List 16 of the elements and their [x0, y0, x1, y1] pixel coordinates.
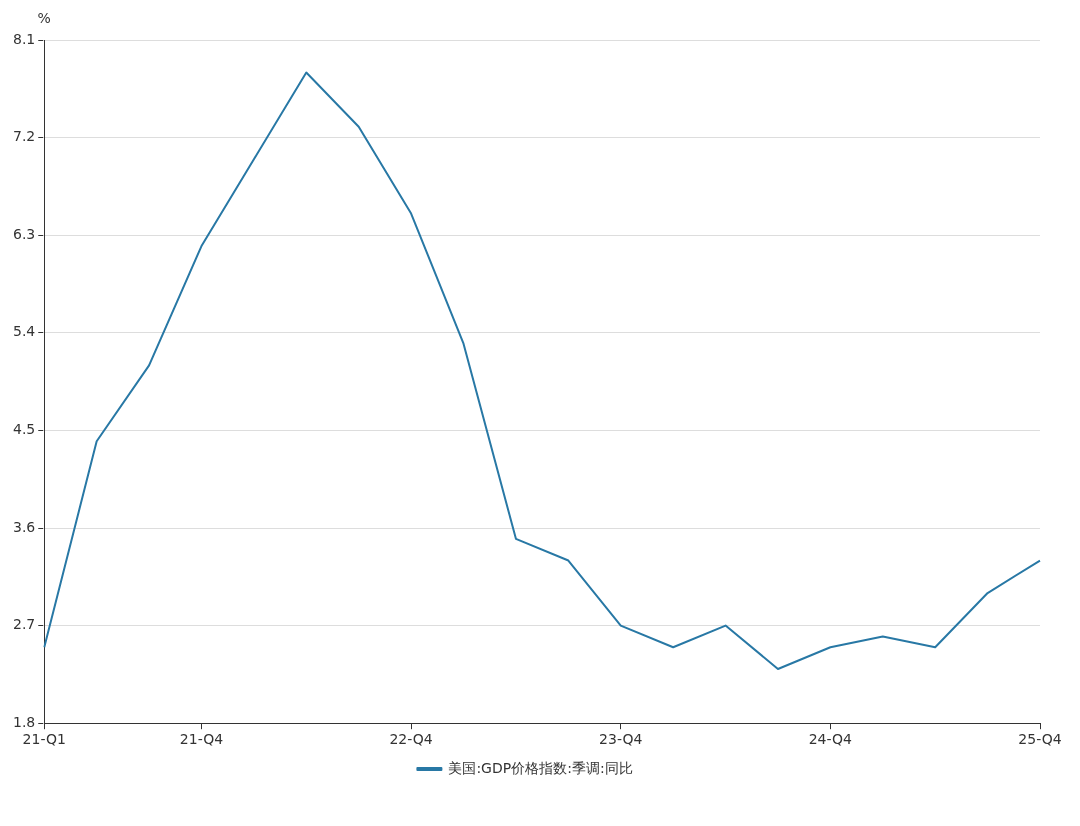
y-tick-label: 2.7	[13, 616, 36, 633]
y-tick-label: 3.6	[13, 518, 36, 535]
x-tick-label: 21-Q1	[22, 731, 66, 748]
x-tick-label: 24-Q4	[808, 731, 853, 748]
y-tick-label: 4.5	[13, 421, 36, 438]
x-tick-label: 22-Q4	[389, 731, 433, 748]
x-tick-label: 21-Q4	[179, 731, 224, 748]
y-tick-label: 6.3	[13, 225, 36, 242]
y-tick-label: 7.2	[13, 128, 36, 145]
y-tick-label: 1.8	[13, 713, 36, 730]
y-axis-title: %	[37, 9, 51, 26]
y-tick-label: 8.1	[13, 30, 36, 47]
x-tick-label: 25-Q4	[1018, 731, 1062, 748]
y-tick-label: 5.4	[13, 323, 36, 340]
x-tick-label: 23-Q4	[599, 731, 643, 748]
legend-label: 美国:GDP价格指数:季调:同比	[448, 759, 633, 776]
